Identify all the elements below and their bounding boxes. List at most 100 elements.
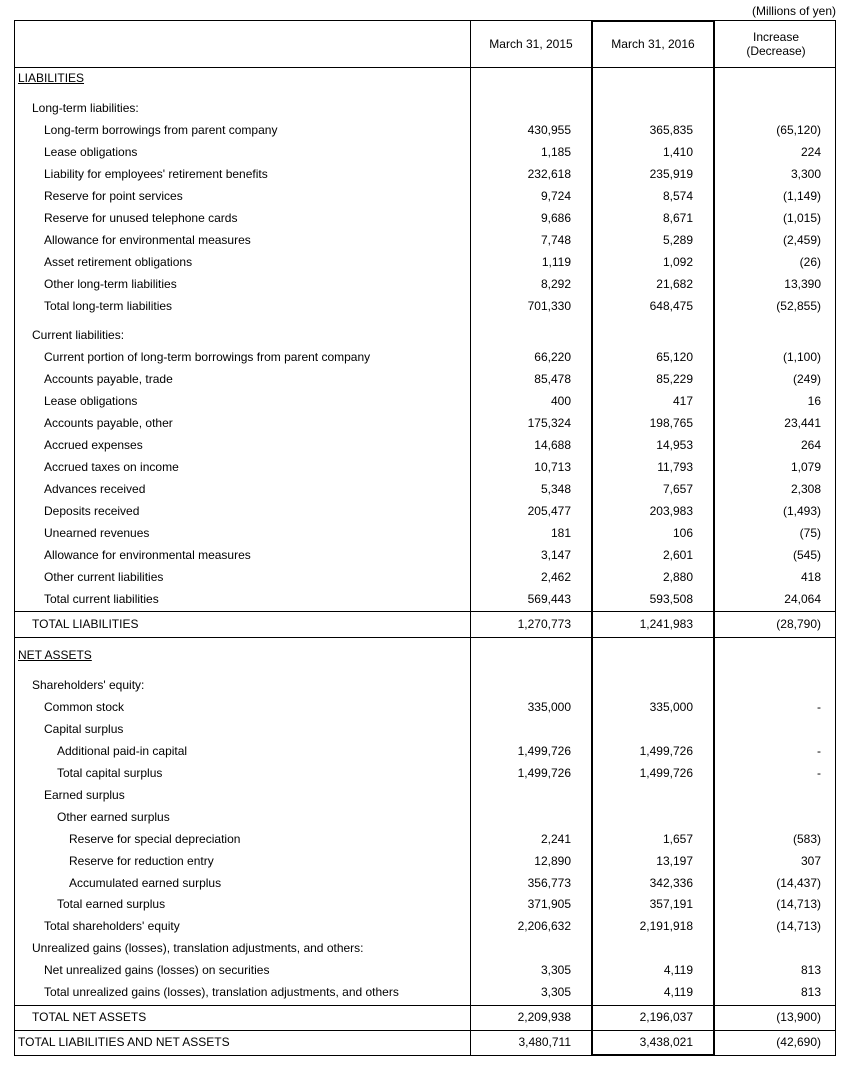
- row-label: Unrealized gains (losses), translation a…: [32, 941, 364, 955]
- row-label: Other current liabilities: [44, 570, 164, 584]
- row-label: Total unrealized gains (losses), transla…: [44, 985, 399, 999]
- cell-value: 5,289: [662, 233, 693, 247]
- cell-value: 1,079: [790, 460, 821, 474]
- cell-value: 16: [807, 394, 821, 408]
- cell-value: 371,905: [527, 897, 571, 911]
- cell-value: 66,220: [534, 350, 571, 364]
- row-label: Accounts payable, other: [44, 416, 173, 430]
- cell-value: 198,765: [649, 416, 693, 430]
- cell-value: 3,305: [540, 963, 571, 977]
- cell-value: 1,241,983: [639, 617, 693, 631]
- cell-value: 3,300: [790, 167, 821, 181]
- cell-value: 175,324: [527, 416, 571, 430]
- cell-value: (249): [792, 372, 821, 386]
- row-label: Other long-term liabilities: [44, 277, 177, 291]
- cell-value: 307: [800, 854, 821, 868]
- cell-value: 1,119: [541, 255, 571, 269]
- cell-value: 1,410: [662, 145, 693, 159]
- cell-value: 2,191,918: [639, 919, 693, 933]
- cell-value: 9,686: [540, 211, 571, 225]
- row-label: Accumulated earned surplus: [69, 876, 222, 890]
- row-label: Unearned revenues: [44, 526, 150, 540]
- cell-value: 648,475: [649, 299, 693, 313]
- row-label: Lease obligations: [44, 145, 138, 159]
- cell-value: 2,462: [540, 570, 571, 584]
- cell-value: 418: [800, 570, 821, 584]
- cell-value: (26): [799, 255, 821, 269]
- total-rule: [14, 1030, 836, 1031]
- header-rule: [14, 67, 836, 68]
- cell-value: 13,390: [784, 277, 821, 291]
- column-rule: [470, 20, 471, 1056]
- cell-value: (583): [792, 832, 821, 846]
- cell-value: 2,206,632: [517, 919, 571, 933]
- cell-value: 14,953: [656, 438, 693, 452]
- row-label: TOTAL LIABILITIES AND NET ASSETS: [18, 1035, 230, 1049]
- cell-value: 417: [672, 394, 693, 408]
- row-label: Total shareholders' equity: [44, 919, 180, 933]
- cell-value: (42,690): [776, 1035, 821, 1049]
- cell-value: 335,000: [527, 700, 571, 714]
- row-label: Allowance for environmental measures: [44, 548, 251, 562]
- cell-value: 14,688: [534, 438, 571, 452]
- row-label: Lease obligations: [44, 394, 138, 408]
- total-rule: [14, 637, 836, 638]
- cell-value: 1,270,773: [517, 617, 571, 631]
- cell-value: 12,890: [534, 854, 571, 868]
- cell-value: (14,713): [776, 919, 821, 933]
- cell-value: 813: [800, 963, 821, 977]
- cell-value: 205,477: [527, 504, 571, 518]
- cell-value: 365,835: [649, 123, 693, 137]
- column-rule: [591, 20, 593, 1056]
- cell-value: (13,900): [776, 1010, 821, 1024]
- cell-value: 85,229: [656, 372, 693, 386]
- cell-value: 400: [550, 394, 571, 408]
- cell-value: 2,209,938: [517, 1010, 571, 1024]
- cell-value: 342,336: [649, 876, 693, 890]
- column-header: Increase: [752, 30, 800, 44]
- row-label: TOTAL NET ASSETS: [32, 1010, 147, 1024]
- cell-value: 357,191: [649, 897, 693, 911]
- column-header: March 31, 2016: [611, 37, 695, 51]
- cell-value: 264: [800, 438, 821, 452]
- row-label: Asset retirement obligations: [44, 255, 193, 269]
- cell-value: 1,499,726: [639, 744, 693, 758]
- cell-value: 13,197: [656, 854, 693, 868]
- cell-value: 7,657: [662, 482, 693, 496]
- cell-value: 3,438,021: [639, 1035, 693, 1049]
- cell-value: (1,493): [782, 504, 821, 518]
- row-label: Capital surplus: [44, 722, 124, 736]
- row-label: Total earned surplus: [57, 897, 166, 911]
- row-label: Accounts payable, trade: [44, 372, 173, 386]
- cell-value: 9,724: [540, 189, 571, 203]
- cell-value: 8,671: [662, 211, 693, 225]
- cell-value: (75): [799, 526, 821, 540]
- cell-value: 2,880: [662, 570, 693, 584]
- cell-value: 8,574: [662, 189, 693, 203]
- cell-value: 4,119: [663, 985, 693, 999]
- cell-value: 5,348: [540, 482, 571, 496]
- cell-value: 3,480,711: [518, 1035, 572, 1049]
- cell-value: 2,196,037: [639, 1010, 693, 1024]
- cell-value: 24,064: [784, 592, 821, 606]
- column-header: March 31, 2015: [489, 37, 573, 51]
- row-label: Other earned surplus: [57, 810, 170, 824]
- table-border: [14, 20, 836, 21]
- row-label: Earned surplus: [44, 788, 125, 802]
- cell-value: (28,790): [776, 617, 821, 631]
- cell-value: 1,657: [662, 832, 693, 846]
- total-rule: [14, 611, 836, 612]
- cell-value: -: [817, 766, 821, 780]
- row-label: Long-term borrowings from parent company: [44, 123, 278, 137]
- cell-value: (1,149): [782, 189, 821, 203]
- row-label: Reserve for special depreciation: [69, 832, 241, 846]
- cell-value: 2,601: [662, 548, 693, 562]
- table-border: [14, 1055, 836, 1056]
- cell-value: 85,478: [534, 372, 571, 386]
- cell-value: 1,499,726: [639, 766, 693, 780]
- cell-value: (52,855): [776, 299, 821, 313]
- cell-value: 235,919: [649, 167, 693, 181]
- cell-value: (545): [792, 548, 821, 562]
- cell-value: (14,437): [776, 876, 821, 890]
